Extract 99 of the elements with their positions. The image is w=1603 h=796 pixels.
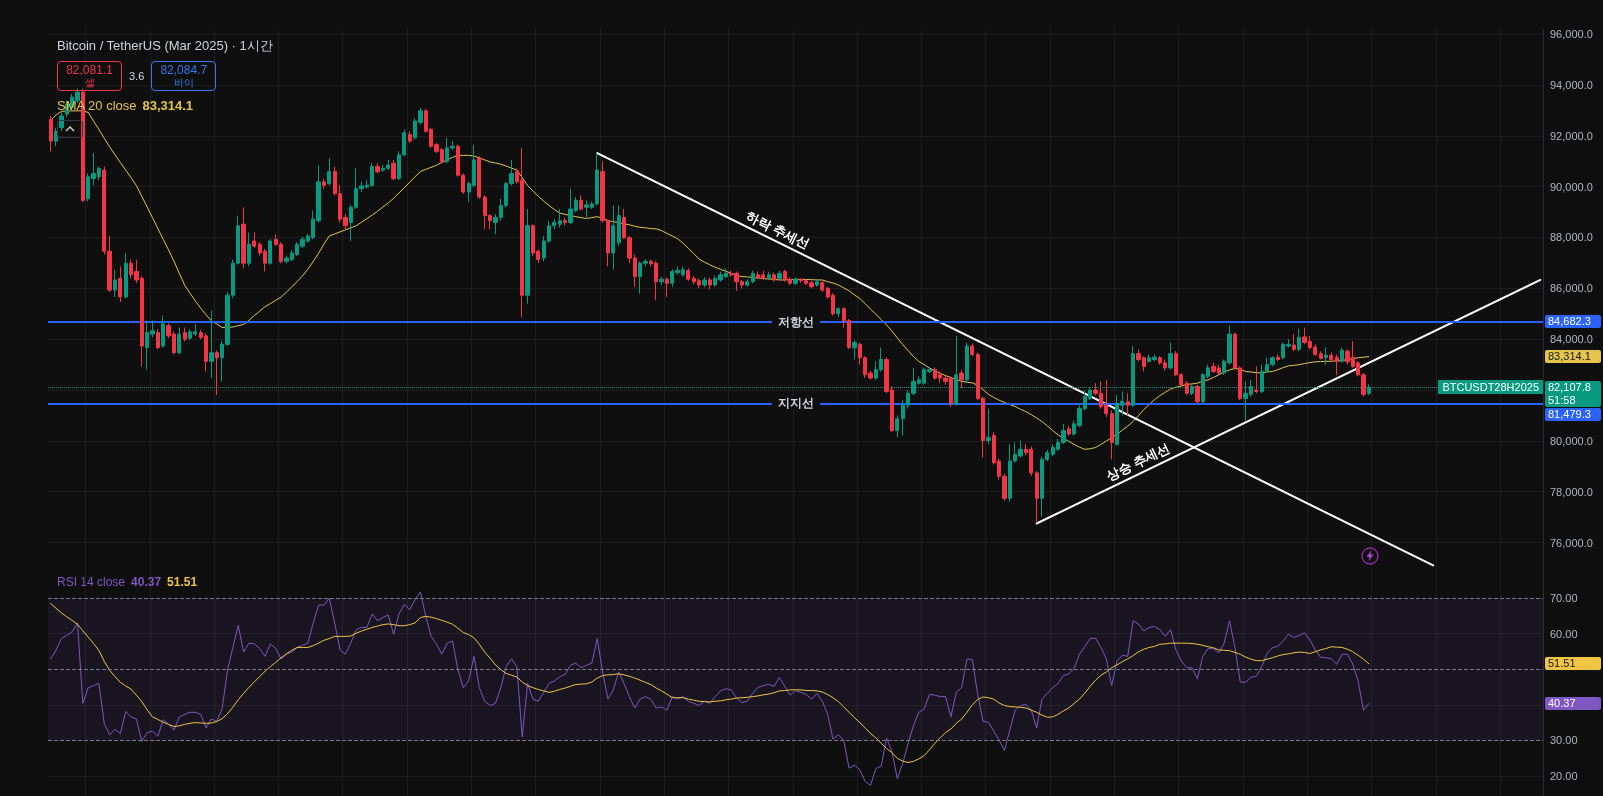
- candlestick: [611, 204, 615, 271]
- candlestick: [525, 208, 530, 305]
- candlestick: [1195, 384, 1200, 404]
- candlestick: [327, 157, 331, 186]
- candlestick: [1126, 392, 1130, 416]
- candlestick: [820, 280, 824, 293]
- candlestick: [767, 271, 771, 281]
- candlestick: [1035, 470, 1039, 525]
- candlestick: [959, 369, 964, 389]
- candlestick: [751, 270, 755, 284]
- y-tick-label: 88,000.0: [1550, 231, 1593, 244]
- ref-line-label: 30.00: [1550, 733, 1578, 748]
- candlestick: [183, 326, 187, 342]
- candlestick: [59, 111, 64, 132]
- line-series: [50, 603, 1370, 764]
- candlestick: [1185, 380, 1189, 396]
- annotation: 83,314.1: [142, 98, 194, 113]
- candlestick: [1110, 409, 1114, 460]
- candlestick: [1335, 353, 1339, 376]
- y-tick-label: 96,000.0: [1550, 28, 1593, 41]
- candlestick: [408, 130, 412, 144]
- text: RSI 14 close: [57, 575, 126, 590]
- text: 51:58: [1548, 393, 1577, 407]
- candlestick: [1329, 352, 1333, 362]
- candlestick: [49, 115, 53, 152]
- candlestick: [772, 272, 776, 283]
- candlestick: [1340, 347, 1344, 364]
- y-tick-label: 80,000.0: [1550, 434, 1593, 447]
- text: 83,314.1: [1548, 350, 1591, 363]
- y-tick-label: 78,000.0: [1550, 485, 1593, 498]
- candlestick: [745, 278, 749, 288]
- candlestick: [252, 232, 256, 249]
- text: 51.51: [1548, 657, 1576, 670]
- candlestick: [702, 276, 707, 288]
- candlestick: [215, 349, 219, 396]
- candlestick: [268, 238, 272, 266]
- text: 84,682.3: [1548, 315, 1598, 329]
- text: 40.37: [1548, 696, 1576, 709]
- candlestick: [177, 326, 181, 355]
- ref-line-label: BTCUSDT28H2025: [1438, 380, 1543, 395]
- text: Bitcoin / TetherUS (Mar 2025) · 1시간: [57, 38, 273, 54]
- candlestick: [617, 204, 621, 247]
- y-tick-label: 20.00: [1550, 770, 1578, 783]
- ref-line-label: 저항선: [771, 314, 820, 329]
- candlestick: [815, 279, 819, 288]
- candlestick: [708, 276, 712, 290]
- candlestick: [895, 414, 899, 438]
- candlestick: [391, 159, 396, 181]
- candlestick: [1292, 333, 1296, 352]
- annotation: 82,084.7: [160, 62, 208, 78]
- candlestick: [1276, 353, 1280, 362]
- candlestick: [563, 216, 567, 227]
- candlestick: [836, 306, 840, 318]
- y-tick-label: 94,000.0: [1550, 78, 1593, 91]
- y-tick-label: 92,000.0: [1550, 129, 1593, 142]
- text: 82,107.8: [1548, 380, 1592, 394]
- candlestick: [1067, 425, 1071, 437]
- candlestick: [852, 339, 857, 361]
- annotation: 3.6: [129, 70, 145, 82]
- candlestick: [965, 341, 969, 384]
- line-series: [50, 591, 1370, 786]
- annotation: 바이: [173, 77, 194, 89]
- y-tick-label: 86,000.0: [1550, 282, 1593, 295]
- candlestick: [161, 315, 165, 349]
- candlestick: [686, 267, 690, 282]
- y-tick-label: 76,000.0: [1550, 536, 1593, 549]
- candlestick: [777, 270, 782, 281]
- y-tick-label: 84,000.0: [1550, 333, 1593, 346]
- candlestick: [118, 265, 122, 303]
- candlestick: [1324, 347, 1328, 366]
- candlestick: [247, 232, 251, 267]
- candlestick: [113, 269, 117, 298]
- candlestick: [659, 276, 664, 286]
- candlestick: [209, 309, 214, 379]
- y-tick-label: 90,000.0: [1550, 180, 1593, 193]
- y-tick-label: 60.00: [1550, 627, 1578, 640]
- ref-line-label: 70.00: [1550, 590, 1578, 605]
- candlestick: [1297, 328, 1301, 352]
- candlestick: [375, 162, 380, 174]
- candlestick: [1319, 350, 1323, 361]
- ref-line-label: 지지선: [771, 396, 820, 411]
- annotation: 51.51: [167, 575, 198, 590]
- candlestick: [579, 194, 583, 212]
- annotation: 셀: [84, 77, 95, 89]
- annotation: 82,081.1: [66, 62, 113, 78]
- candlestick: [124, 252, 128, 299]
- candlestick: [1168, 341, 1173, 371]
- candlestick: [558, 208, 562, 229]
- candlestick: [986, 408, 991, 445]
- candlestick: [793, 276, 798, 286]
- candlestick: [1254, 365, 1258, 394]
- candlestick: [156, 328, 160, 350]
- candlestick: [241, 206, 246, 269]
- text: 81,479.3: [1548, 407, 1598, 421]
- candlestick: [970, 343, 974, 357]
- candlestick: [322, 178, 326, 190]
- candlestick: [665, 276, 669, 298]
- annotation: 40.37: [131, 575, 162, 590]
- candlestick: [477, 155, 481, 200]
